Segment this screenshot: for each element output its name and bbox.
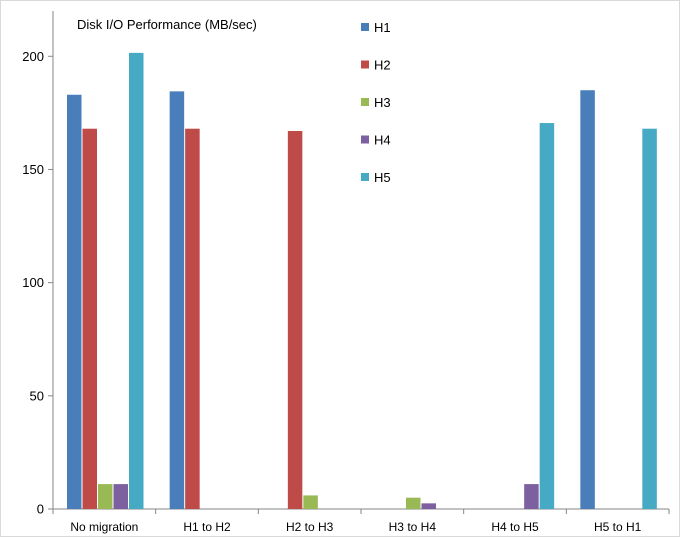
bar-h1 bbox=[169, 91, 185, 509]
legend-label-h1: H1 bbox=[374, 20, 391, 35]
legend-swatch-h1 bbox=[361, 23, 369, 31]
axes: 0 50 100 150 200 No migration H1 to H2 H2 to H3… bbox=[22, 11, 670, 534]
x-category-label: H4 to H5 bbox=[491, 520, 539, 534]
y-tick-label: 0 bbox=[37, 502, 44, 517]
bar-h5 bbox=[642, 128, 657, 509]
bar-h3 bbox=[406, 497, 421, 509]
y-tick-label: 100 bbox=[22, 275, 44, 290]
bar-h2 bbox=[287, 130, 303, 510]
chart-title: Disk I/O Performance (MB/sec) bbox=[77, 17, 257, 32]
x-category-label: H2 to H3 bbox=[286, 520, 334, 534]
legend-swatch-h2 bbox=[361, 60, 369, 69]
x-category-label: H3 to H4 bbox=[389, 520, 437, 534]
legend: H1 H2 H3 H4 H5 bbox=[361, 20, 391, 185]
legend-label-h3: H3 bbox=[374, 95, 391, 110]
legend-swatch-h4 bbox=[361, 135, 369, 144]
y-tick-label: 200 bbox=[22, 49, 44, 64]
x-category-label: No migration bbox=[70, 520, 138, 534]
legend-label-h4: H4 bbox=[374, 133, 391, 148]
x-category-label: H1 to H2 bbox=[183, 520, 231, 534]
legend-label-h5: H5 bbox=[374, 170, 391, 185]
bar-h5 bbox=[129, 52, 144, 510]
bar-h3 bbox=[303, 495, 318, 509]
bar-h4 bbox=[421, 503, 436, 509]
y-tick-label: 150 bbox=[22, 162, 44, 177]
y-tick-label: 50 bbox=[30, 388, 44, 403]
bar-h1 bbox=[67, 94, 82, 509]
bar-h4 bbox=[524, 484, 539, 509]
legend-swatch-h5 bbox=[361, 173, 369, 181]
legend-swatch-h3 bbox=[361, 98, 369, 106]
bar-h4 bbox=[113, 484, 128, 509]
bar-h2 bbox=[185, 128, 200, 509]
x-category-label: H5 to H1 bbox=[594, 520, 642, 534]
bar-h2 bbox=[82, 128, 97, 509]
bar-h1 bbox=[580, 90, 595, 510]
legend-label-h2: H2 bbox=[374, 58, 391, 73]
bars bbox=[67, 52, 657, 510]
bar-h3 bbox=[98, 484, 113, 509]
bar-h5 bbox=[539, 123, 555, 510]
